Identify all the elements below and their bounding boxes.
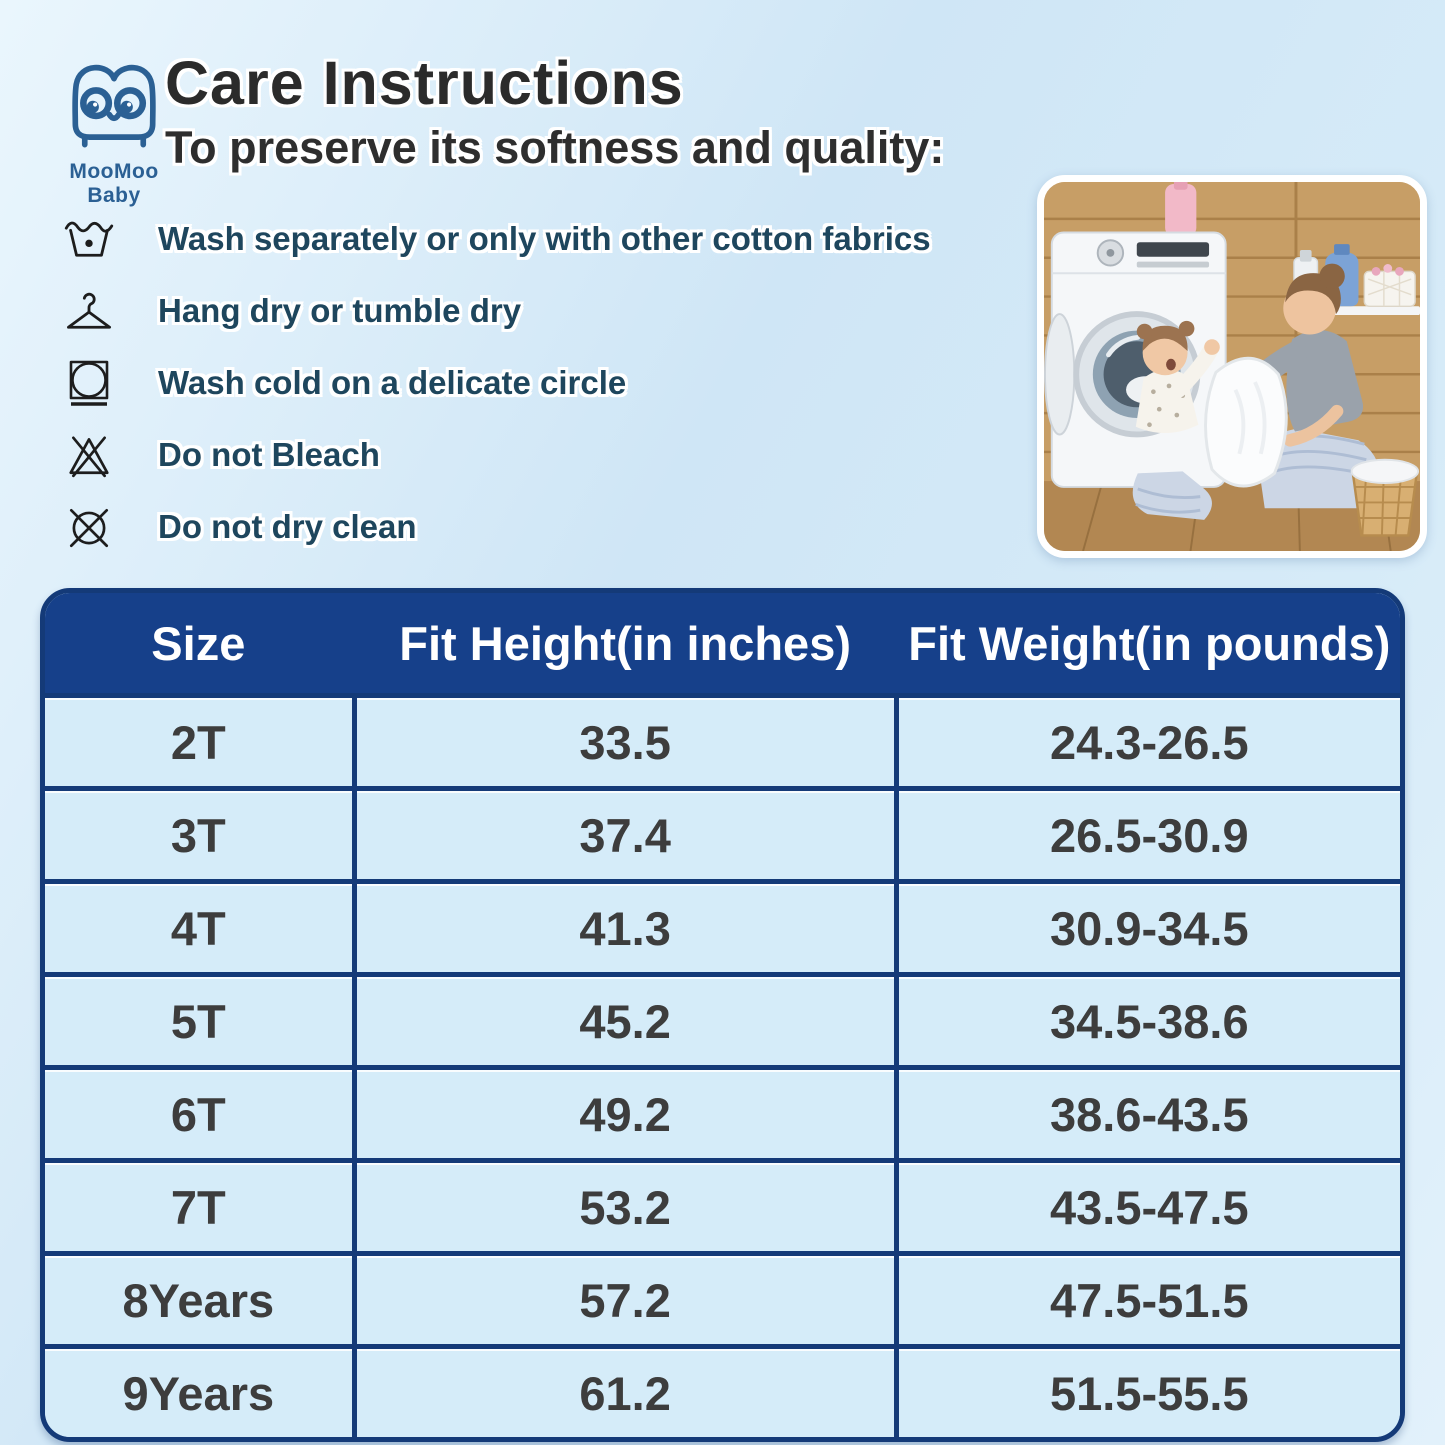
fit-height-cell: 53.2 [356,1158,899,1251]
tumble-dry-delicate-icon [60,355,118,411]
column-header-size: Size [45,593,357,693]
fit-height-cell: 45.2 [356,972,899,1065]
fit-height-cell: 33.5 [356,693,899,786]
table-row: 9Years 61.2 51.5-55.5 [45,1344,1400,1437]
size-cell: 5T [45,972,357,1065]
size-cell: 2T [45,693,357,786]
washtub-one-dot-icon [60,211,118,267]
fit-height-cell: 61.2 [356,1344,899,1437]
size-chart-header: Size Fit Height(in inches) Fit Weight(in… [45,593,1400,693]
size-chart: Size Fit Height(in inches) Fit Weight(in… [40,588,1405,1442]
care-item-do-not-dry-clean: Do not dry clean [60,491,1050,563]
hanger-icon [60,283,118,339]
fit-weight-cell: 38.6-43.5 [898,1065,1400,1158]
header: Care Instructions To preserve its softne… [165,48,944,174]
size-cell: 7T [45,1158,357,1251]
care-item-label: Wash cold on a delicate circle [158,364,627,401]
fit-weight-cell: 26.5-30.9 [898,786,1400,879]
care-item-label: Do not dry clean [158,508,417,545]
care-instruction-list: Wash separately or only with other cotto… [60,203,1050,563]
care-item-label: Do not Bleach [158,436,380,473]
column-header-fit-weight: Fit Weight(in pounds) [898,593,1400,693]
laundry-photo [1037,175,1427,558]
care-item-label: Hang dry or tumble dry [158,292,522,329]
table-row: 8Years 57.2 47.5-51.5 [45,1251,1400,1344]
fit-weight-cell: 51.5-55.5 [898,1344,1400,1437]
brand-name: MooMoo Baby [69,160,159,207]
size-chart-table: Size Fit Height(in inches) Fit Weight(in… [45,593,1400,1437]
fit-height-cell: 41.3 [356,879,899,972]
page-title: Care Instructions [165,49,684,117]
brand-logo: MooMoo Baby [50,56,178,208]
column-header-fit-height: Fit Height(in inches) [356,593,899,693]
size-cell: 6T [45,1065,357,1158]
fit-height-cell: 57.2 [356,1251,899,1344]
fit-weight-cell: 34.5-38.6 [898,972,1400,1065]
table-row: 2T 33.5 24.3-26.5 [45,693,1400,786]
fit-height-cell: 37.4 [356,786,899,879]
fit-height-cell: 49.2 [356,1065,899,1158]
do-not-bleach-icon [60,427,118,483]
table-row: 6T 49.2 38.6-43.5 [45,1065,1400,1158]
size-cell: 9Years [45,1344,357,1437]
care-item-hang-dry: Hang dry or tumble dry [60,275,1050,347]
fit-weight-cell: 24.3-26.5 [898,693,1400,786]
table-row: 3T 37.4 26.5-30.9 [45,786,1400,879]
do-not-dry-clean-icon [60,499,118,555]
fit-weight-cell: 47.5-51.5 [898,1251,1400,1344]
table-row: 5T 45.2 34.5-38.6 [45,972,1400,1065]
page-subtitle: To preserve its softness and quality: [165,122,945,173]
owl-logo-icon [72,64,156,148]
table-row: 4T 41.3 30.9-34.5 [45,879,1400,972]
laundry-photo-illustration [1044,182,1420,551]
fit-weight-cell: 43.5-47.5 [898,1158,1400,1251]
header-row: Size Fit Height(in inches) Fit Weight(in… [45,593,1400,693]
care-item-do-not-bleach: Do not Bleach [60,419,1050,491]
size-table-body: 2T 33.5 24.3-26.5 3T 37.4 26.5-30.9 4T 41.3 30.9… [45,693,1400,1437]
table-row: 7T 53.2 43.5-47.5 [45,1158,1400,1251]
care-item-wash-separately: Wash separately or only with other cotto… [60,203,1050,275]
fit-weight-cell: 30.9-34.5 [898,879,1400,972]
care-item-wash-cold: Wash cold on a delicate circle [60,347,1050,419]
care-item-label: Wash separately or only with other cotto… [158,220,931,257]
size-cell: 3T [45,786,357,879]
size-cell: 4T [45,879,357,972]
size-cell: 8Years [45,1251,357,1344]
